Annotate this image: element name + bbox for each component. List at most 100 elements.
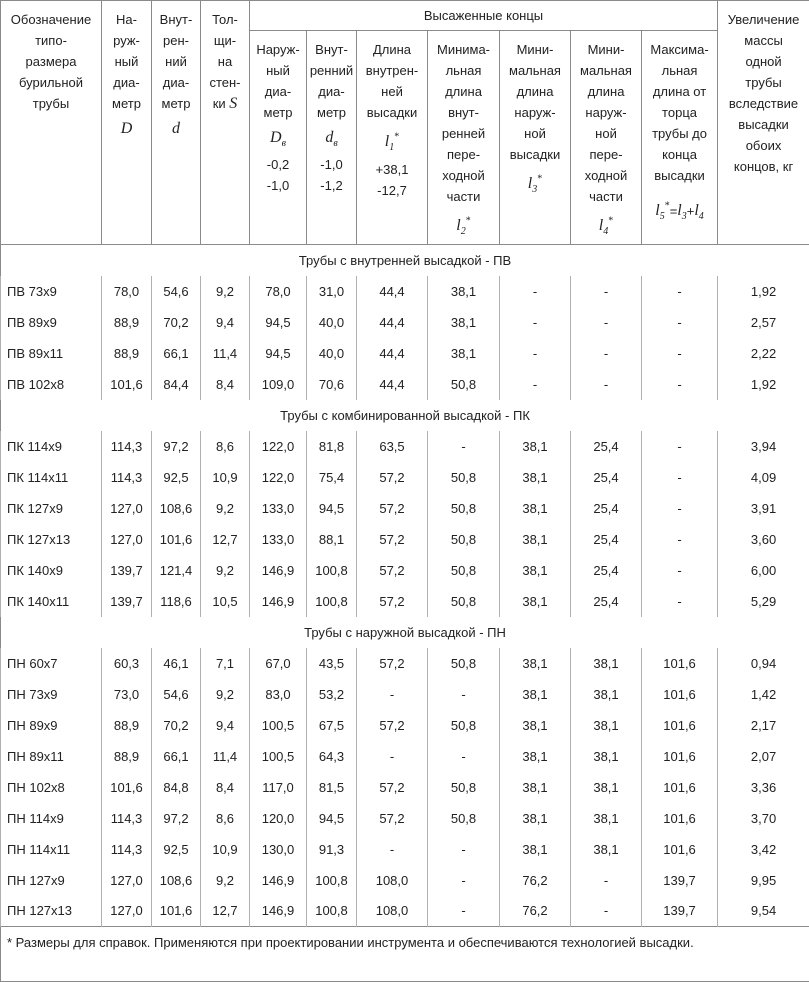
cell: -	[571, 307, 642, 338]
cell: -	[500, 307, 571, 338]
cell: 101,6	[642, 648, 718, 679]
cell: 43,5	[307, 648, 357, 679]
cell: 38,1	[428, 276, 500, 307]
cell: 100,8	[307, 896, 357, 927]
cell: 101,6	[642, 803, 718, 834]
cell: 63,5	[357, 431, 428, 462]
cell: 9,4	[201, 307, 250, 338]
cell: 127,0	[102, 865, 152, 896]
cell: 38,1	[571, 741, 642, 772]
cell: 7,1	[201, 648, 250, 679]
cell: 57,2	[357, 648, 428, 679]
cell: 1,42	[718, 679, 809, 710]
cell: 57,2	[357, 493, 428, 524]
cell: 25,4	[571, 586, 642, 617]
symbol-sub: 2	[461, 227, 466, 238]
cell: 44,4	[357, 369, 428, 400]
cell: 38,1	[571, 834, 642, 865]
cell: 12,7	[201, 896, 250, 927]
header-text: Обозначение типо- размера бурильной труб…	[1, 9, 101, 114]
footnote-row: * Размеры для справок. Применяются при п…	[1, 927, 809, 982]
symbol-line: Dв	[250, 127, 306, 154]
cell: 25,4	[571, 524, 642, 555]
cell: -	[642, 555, 718, 586]
cell: 38,1	[500, 772, 571, 803]
cell: 44,4	[357, 276, 428, 307]
column-header: Обозначение типо- размера бурильной труб…	[1, 1, 102, 245]
cell: 57,2	[357, 555, 428, 586]
cell: 50,8	[428, 555, 500, 586]
cell: 101,6	[102, 369, 152, 400]
cell: 70,6	[307, 369, 357, 400]
symbol: l4	[694, 202, 703, 219]
cell: 114,3	[102, 803, 152, 834]
cell: 2,07	[718, 741, 809, 772]
cell: 84,8	[152, 772, 201, 803]
cell: 139,7	[642, 896, 718, 927]
cell: 101,6	[642, 834, 718, 865]
symbol-sub: 5	[660, 212, 665, 223]
cell: 78,0	[250, 276, 307, 307]
cell: 50,8	[428, 493, 500, 524]
cell: 70,2	[152, 710, 201, 741]
cell: 38,1	[500, 741, 571, 772]
cell: 25,4	[571, 462, 642, 493]
cell: 50,8	[428, 369, 500, 400]
symbol: l1*	[385, 133, 399, 150]
cell: -	[428, 741, 500, 772]
cell: 2,22	[718, 338, 809, 369]
cell: 94,5	[250, 338, 307, 369]
cell: 88,1	[307, 524, 357, 555]
pipe-name: ПН 102х8	[1, 772, 102, 803]
pipe-name: ПВ 73х9	[1, 276, 102, 307]
symbol-sup: *	[466, 216, 471, 227]
cell: 94,5	[307, 493, 357, 524]
tolerance: -0,2 -1,0	[250, 154, 306, 196]
cell: -	[500, 338, 571, 369]
cell: -	[571, 338, 642, 369]
pipe-name: ПК 127х13	[1, 524, 102, 555]
column-header: Минима- льная длина внут- ренней пере- х…	[428, 31, 500, 245]
cell: 31,0	[307, 276, 357, 307]
section-title: Трубы с внутренней высадкой - ПВ	[1, 245, 809, 276]
cell: 60,3	[102, 648, 152, 679]
header-text: Тол- щи- на стен- ки S	[201, 9, 249, 114]
cell: -	[428, 896, 500, 927]
section-row: Трубы с наружной высадкой - ПН	[1, 617, 809, 648]
cell: -	[428, 679, 500, 710]
cell: 100,5	[250, 710, 307, 741]
cell: 108,6	[152, 493, 201, 524]
cell: 38,1	[571, 648, 642, 679]
column-header: Мини- мальная длина наруж- ной пере- ход…	[571, 31, 642, 245]
header-text: Мини- мальная длина наруж- ной высадки	[500, 39, 570, 165]
section-title: Трубы с комбинированной высадкой - ПК	[1, 400, 809, 431]
cell: 76,2	[500, 865, 571, 896]
cell: 50,8	[428, 462, 500, 493]
header-text: Минима- льная длина внут- ренней пере- х…	[428, 39, 499, 207]
pipe-name: ПН 127х13	[1, 896, 102, 927]
cell: 38,1	[500, 431, 571, 462]
pipe-name: ПН 114х11	[1, 834, 102, 865]
cell: 10,9	[201, 462, 250, 493]
symbol-sub: 4	[699, 212, 704, 223]
cell: 3,42	[718, 834, 809, 865]
cell: 1,92	[718, 369, 809, 400]
cell: 100,5	[250, 741, 307, 772]
cell: -	[642, 369, 718, 400]
symbol-line: l2*	[428, 211, 499, 243]
symbol: l3*	[528, 175, 542, 192]
cell: 54,6	[152, 679, 201, 710]
cell: 114,3	[102, 431, 152, 462]
section-title: Трубы с наружной высадкой - ПН	[1, 617, 809, 648]
pipe-name: ПК 140х9	[1, 555, 102, 586]
